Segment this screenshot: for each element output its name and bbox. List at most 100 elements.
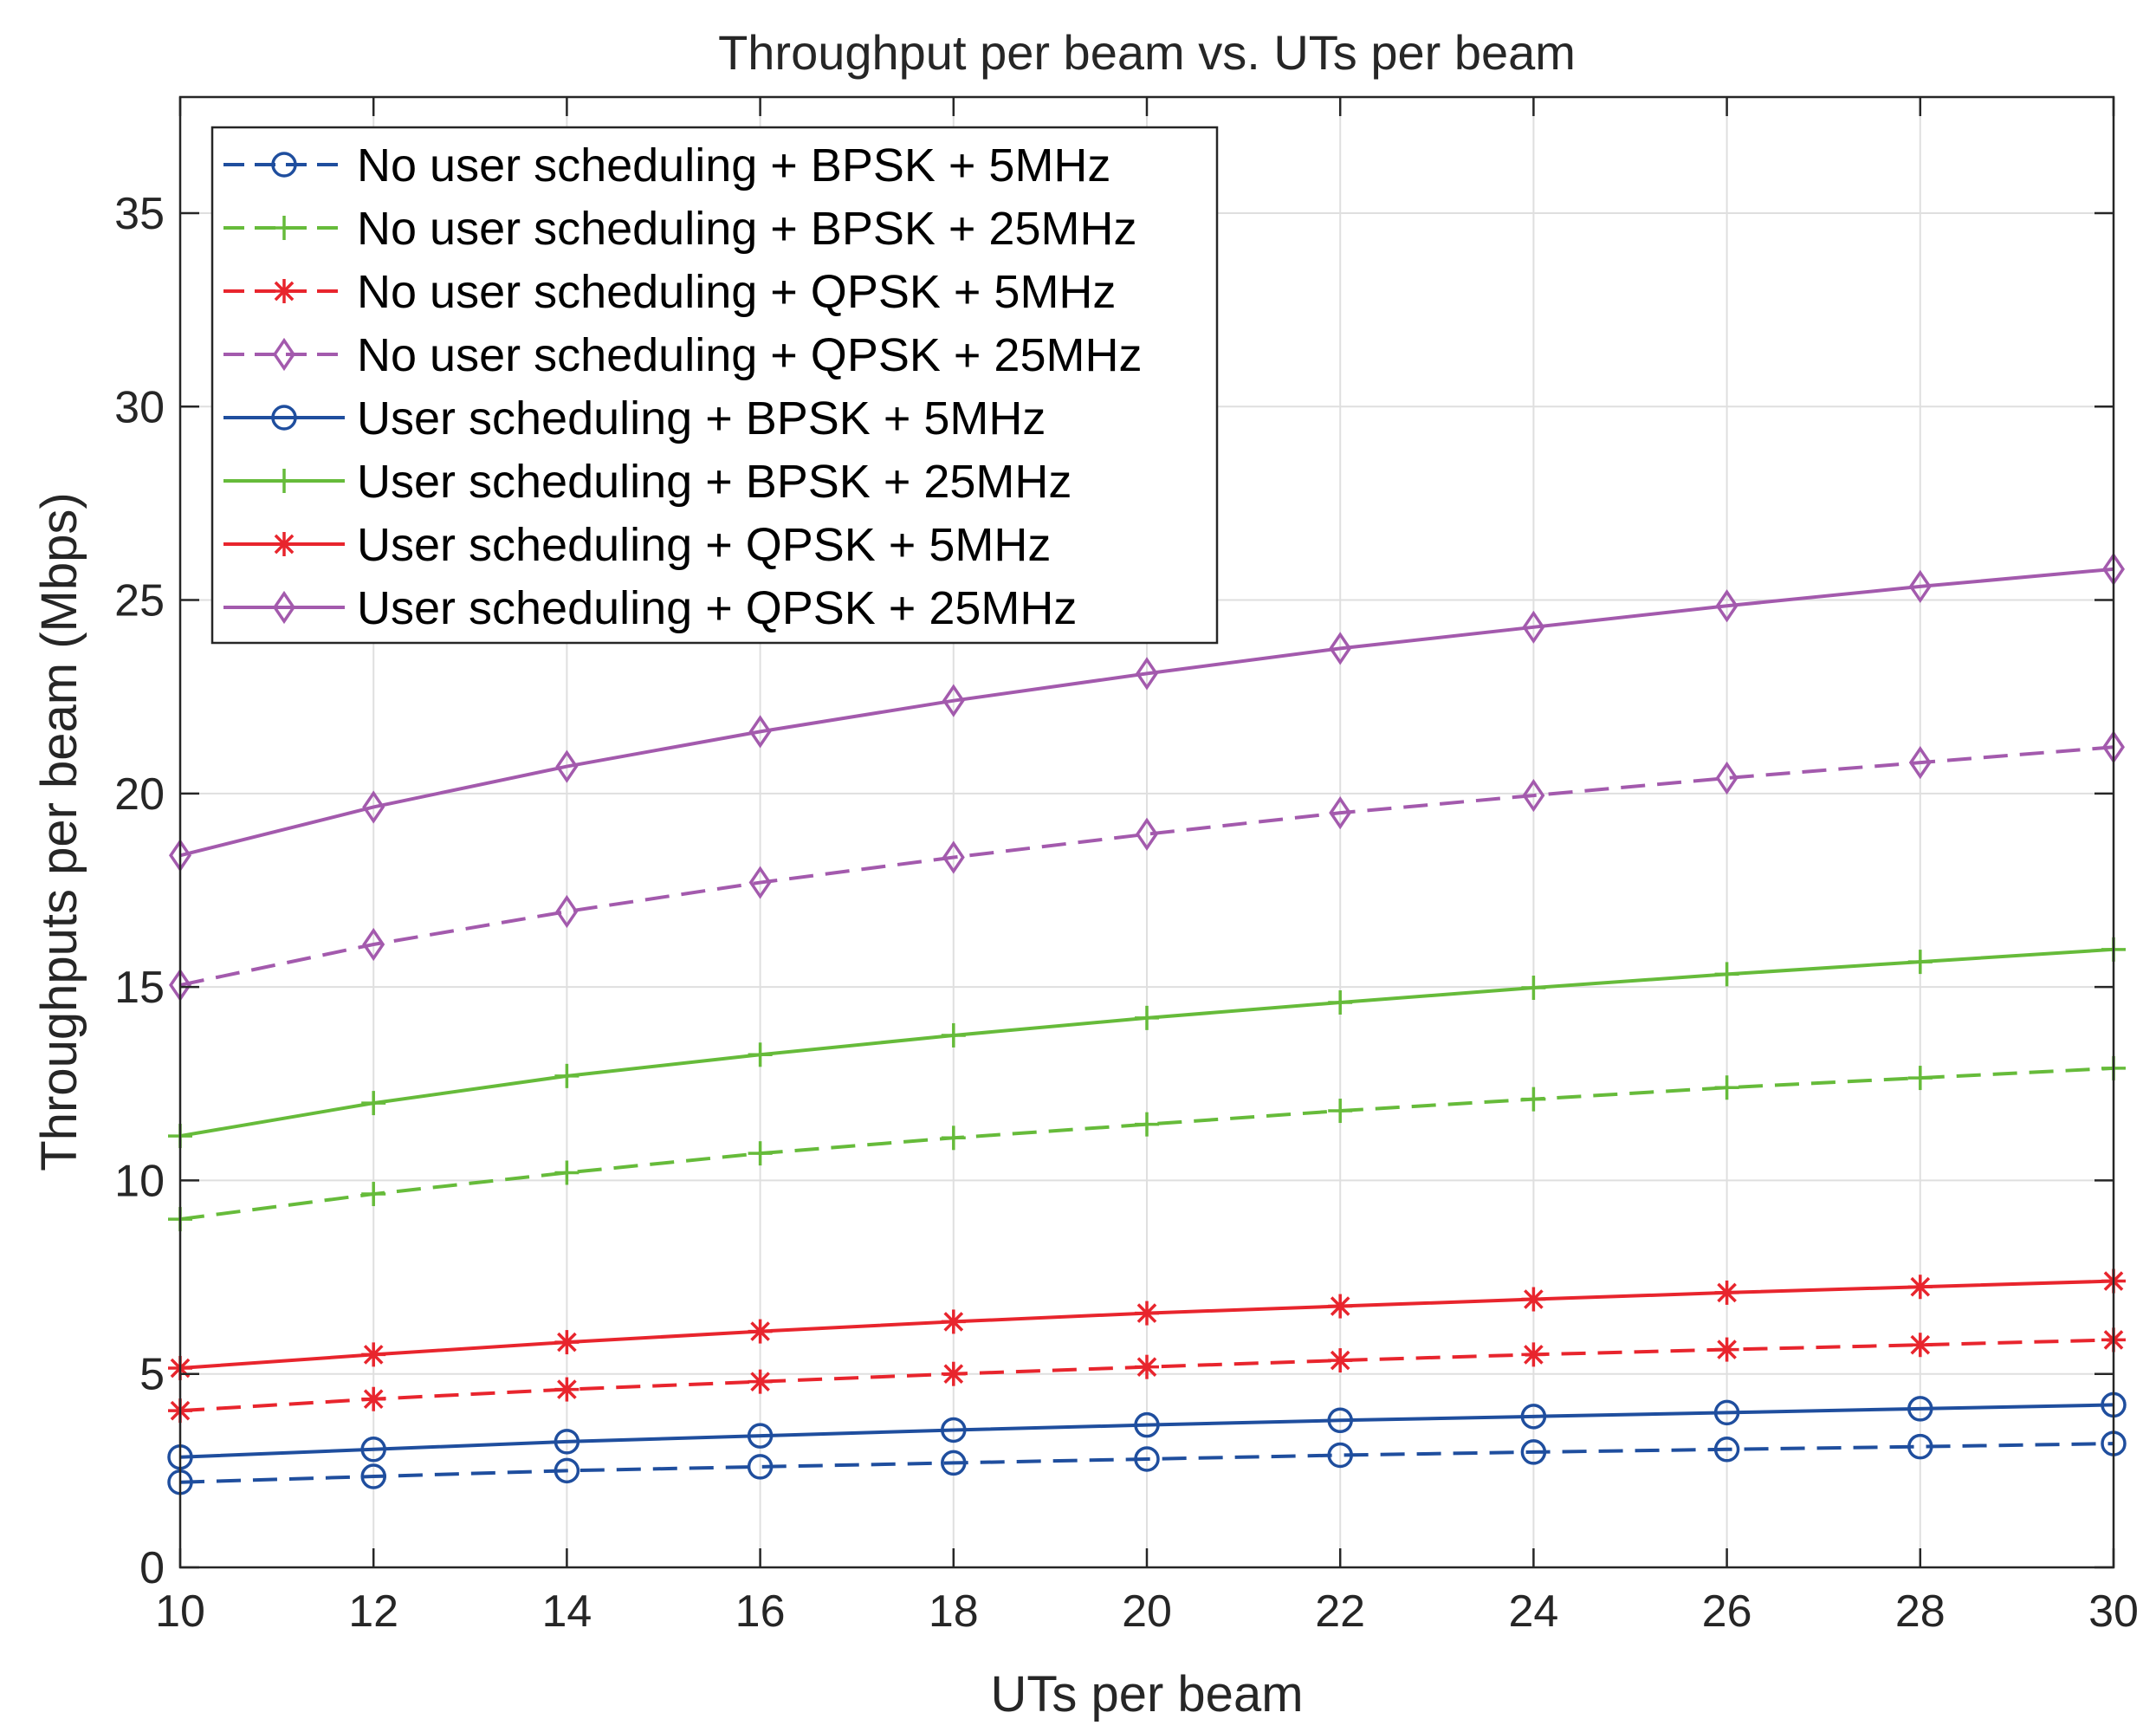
x-tick-label: 22 <box>1315 1586 1365 1637</box>
marker-stroke <box>1524 1289 1544 1309</box>
y-tick-label: 30 <box>114 382 165 432</box>
data-point <box>554 1330 579 1355</box>
data-point <box>941 1022 966 1048</box>
legend-swatch-marker <box>273 337 295 372</box>
legend-swatch-marker <box>273 590 295 625</box>
legend-swatch-marker <box>272 469 296 493</box>
legend-label: User scheduling + BPSK + 5MHz <box>357 392 1046 444</box>
legend-label: No user scheduling + QPSK + 25MHz <box>357 329 1142 381</box>
marker-stroke <box>274 281 295 302</box>
legend-label: User scheduling + BPSK + 25MHz <box>357 456 1072 508</box>
legend-entry: No user scheduling + QPSK + 5MHz <box>223 266 1116 318</box>
data-point <box>748 866 772 899</box>
data-point <box>1328 1294 1353 1319</box>
data-point <box>1714 1280 1739 1305</box>
data-point <box>1134 1411 1160 1438</box>
data-point <box>941 1450 967 1476</box>
marker-stroke <box>750 1321 770 1341</box>
data-point <box>554 1160 579 1185</box>
data-point <box>942 840 965 874</box>
data-point <box>941 1361 966 1386</box>
x-tick-label: 10 <box>155 1586 205 1637</box>
data-point <box>748 1042 773 1067</box>
marker-stroke <box>1910 1334 1931 1355</box>
marker-stroke <box>1330 1296 1350 1316</box>
chart-title: Throughput per beam vs. UTs per beam <box>718 25 1576 80</box>
y-tick-label: 5 <box>139 1350 165 1400</box>
marker-stroke <box>1330 1350 1350 1371</box>
legend-box <box>210 126 1219 645</box>
marker-stroke <box>1717 1340 1737 1359</box>
data-point <box>1522 778 1545 813</box>
series-line <box>179 1066 2114 1222</box>
data-point <box>1907 1333 1933 1358</box>
x-axis-label: UTs per beam <box>990 1666 1303 1722</box>
data-point <box>361 1182 386 1207</box>
data-point <box>362 927 385 962</box>
data-point <box>1907 1396 1933 1422</box>
series-1 <box>167 1430 2127 1495</box>
data-point <box>1135 1301 1159 1326</box>
x-tick-label: 14 <box>541 1586 592 1637</box>
y-axis-label: Throughputs per beam (Mbps) <box>31 492 87 1171</box>
data-point <box>1907 1433 1933 1460</box>
data-point <box>362 790 385 824</box>
legend: No user scheduling + BPSK + 5MHz No user … <box>210 126 1219 645</box>
marker-stroke <box>1136 1357 1157 1377</box>
marker-stroke <box>557 1332 577 1353</box>
y-tick-label: 0 <box>139 1543 165 1593</box>
y-tick-label: 10 <box>114 1156 165 1206</box>
data-point <box>1908 746 1932 780</box>
x-tick-label: 30 <box>2088 1586 2139 1637</box>
legend-label: User scheduling + QPSK + 25MHz <box>357 582 1077 634</box>
data-point <box>1135 1354 1159 1379</box>
data-point <box>1328 989 1353 1015</box>
data-point <box>1135 1005 1159 1030</box>
data-point <box>1520 1439 1547 1465</box>
data-point <box>1907 1066 1933 1091</box>
series-line <box>179 1442 2114 1484</box>
data-point <box>747 1454 774 1480</box>
series-line <box>179 567 2114 858</box>
data-point <box>1521 976 1546 1001</box>
data-point <box>361 1342 386 1367</box>
data-point <box>361 1091 386 1116</box>
y-tick-label: 15 <box>114 963 165 1013</box>
legend-swatch-marker <box>271 152 297 178</box>
data-point <box>1328 1099 1353 1124</box>
marker-stroke <box>1524 1345 1544 1365</box>
data-point <box>1329 632 1352 665</box>
legend-entry: User scheduling + QPSK + 25MHz <box>223 582 1077 634</box>
data-point <box>555 749 579 783</box>
legend-label: No user scheduling + QPSK + 5MHz <box>357 266 1116 318</box>
legend-label: No user scheduling + BPSK + 25MHz <box>357 203 1136 255</box>
marker-stroke <box>1910 1276 1931 1297</box>
data-point <box>748 715 772 749</box>
data-point <box>941 1125 966 1151</box>
data-point <box>1713 1437 1740 1463</box>
data-point <box>361 1386 386 1411</box>
x-tick-label: 16 <box>735 1586 786 1637</box>
data-point <box>360 1463 386 1489</box>
data-point <box>748 1141 773 1166</box>
marker-stroke <box>943 1364 964 1385</box>
data-point <box>748 1319 773 1344</box>
marker-stroke <box>750 1372 770 1391</box>
legend-swatch-marker <box>271 405 297 431</box>
legend-entry: User scheduling + BPSK + 5MHz <box>223 392 1046 444</box>
series-3 <box>168 1327 2126 1424</box>
legend-entry: User scheduling + QPSK + 5MHz <box>223 519 1051 571</box>
marker-stroke <box>274 534 295 555</box>
data-point <box>554 1377 579 1402</box>
data-point <box>1135 1112 1159 1137</box>
data-point <box>1907 1275 1933 1300</box>
series-7 <box>168 1268 2126 1381</box>
data-point <box>1329 796 1352 830</box>
x-tick-label: 28 <box>1895 1586 1946 1637</box>
marker-stroke <box>1136 1303 1157 1323</box>
data-point <box>1522 610 1545 644</box>
data-point <box>941 1309 966 1334</box>
data-point <box>941 1417 967 1443</box>
x-tick-label: 18 <box>929 1586 979 1637</box>
